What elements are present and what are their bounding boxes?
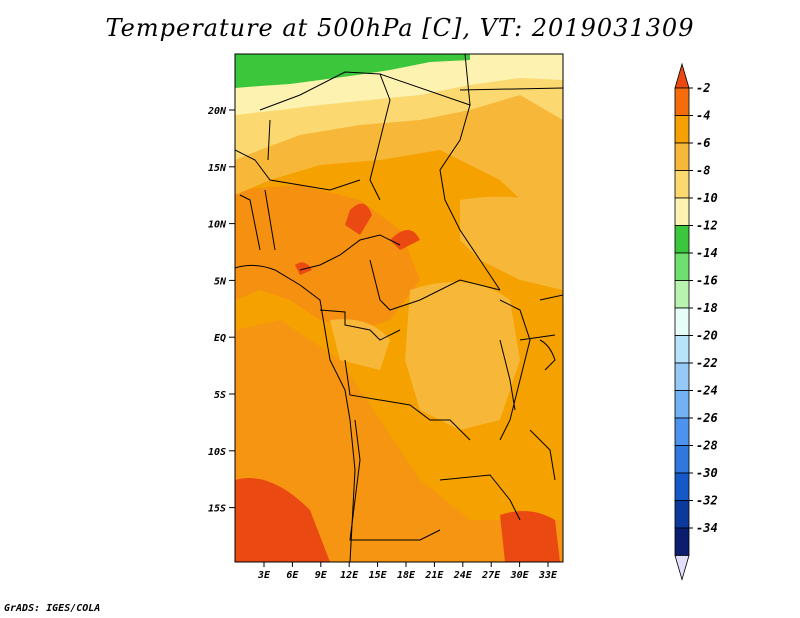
field-warm-core-west — [235, 185, 420, 330]
border-benin — [239, 194, 261, 251]
colorbar-segment — [674, 445, 690, 474]
field-cool-sudan — [460, 196, 563, 290]
lat-label: 5N — [214, 276, 227, 287]
colorbar-segment — [674, 142, 690, 171]
colorbar-label: -28 — [696, 439, 718, 453]
border-zambia — [439, 474, 521, 521]
chart-title: Temperature at 500hPa [C], VT: 201903130… — [105, 14, 695, 42]
lon-label: 24E — [453, 570, 473, 581]
country-borders — [235, 54, 563, 562]
colorbar-label: -4 — [696, 109, 710, 123]
colorbar-label: -32 — [696, 494, 718, 508]
lake-tanganyika — [499, 339, 516, 411]
lake-victoria — [539, 339, 556, 371]
colorbar-segment — [674, 527, 690, 556]
coastline-west — [235, 264, 356, 562]
field-hot-southeast — [500, 511, 560, 562]
field-hot-patch-1 — [345, 203, 372, 235]
border-car — [369, 259, 501, 311]
border-egypt — [459, 87, 563, 91]
lon-label: 9E — [315, 570, 328, 581]
colorbar-label: -34 — [696, 521, 718, 535]
colorbar-label: -24 — [696, 384, 718, 398]
border-cameroon-north — [299, 234, 401, 271]
lon-label: 3E — [257, 570, 271, 581]
colorbar-label: -26 — [696, 411, 718, 425]
border-gabon-congo — [319, 309, 401, 341]
colorbar-label: -20 — [696, 329, 718, 343]
border-uganda — [519, 334, 556, 341]
colorbar-segment — [674, 225, 690, 254]
lon-label: 15E — [369, 570, 388, 581]
colorbar: -2 -4 -6 -8 -10 -12 -14 -16 -18 -20 -22 -24 -26 -28 -3… — [674, 62, 718, 581]
lat-label: 20N — [207, 106, 227, 117]
colorbar-segment — [674, 390, 690, 419]
lat-label: 15N — [208, 163, 227, 174]
field-warm-south — [235, 320, 563, 562]
map-frame — [234, 53, 564, 563]
latitude-axis: 20N 15N 10N 5N EQ 5S 10S 15S — [207, 106, 235, 515]
temperature-field — [235, 54, 563, 562]
colorbar-segment — [674, 307, 690, 336]
border-chad-sudan — [439, 104, 501, 291]
grads-credit: GrADS: IGES/COLA — [4, 603, 101, 614]
lat-label: 15S — [208, 504, 226, 515]
colorbar-segment — [674, 362, 690, 391]
lat-label: 10S — [208, 447, 226, 458]
field-cool-congo — [405, 282, 520, 430]
colorbar-label: -6 — [696, 136, 710, 150]
colorbar-bottom-arrow — [674, 555, 690, 581]
colorbar-label: -30 — [696, 466, 718, 480]
colorbar-segment — [674, 87, 690, 116]
colorbar-segment — [674, 335, 690, 364]
colorbar-segment — [674, 115, 690, 144]
lon-label: 30E — [510, 570, 530, 581]
colorbar-label: -18 — [696, 301, 718, 315]
colorbar-segment — [674, 170, 690, 199]
colorbar-segment — [674, 252, 690, 281]
border-sudan-ethiopia — [539, 294, 563, 301]
colorbar-label: -12 — [696, 219, 718, 233]
colorbar-label: -14 — [696, 246, 718, 260]
longitude-axis: 3E 6E 9E 12E 15E 18E 21E 24E 27E 30E 33E — [257, 562, 558, 581]
colorbar-label: -8 — [696, 164, 710, 178]
border-togo — [264, 189, 276, 251]
field-north-band-14 — [235, 54, 470, 88]
lon-label: 18E — [397, 570, 416, 581]
border-niger-chad — [369, 73, 391, 201]
border-drc-angola — [344, 359, 471, 441]
lat-label: 10N — [208, 220, 227, 231]
colorbar-top-arrow — [674, 62, 690, 89]
colorbar-segment — [674, 472, 690, 501]
colorbar-label: -10 — [696, 191, 718, 205]
colorbar-label: -22 — [696, 356, 718, 370]
lon-label: 12E — [340, 570, 359, 581]
lon-label: 27E — [481, 570, 501, 581]
border-malawi — [529, 429, 556, 481]
field-hot-southwest — [235, 478, 330, 562]
border-mali — [267, 119, 271, 161]
lon-label: 33E — [538, 570, 558, 581]
colorbar-segment — [674, 280, 690, 309]
field-cool-gabon — [330, 319, 390, 370]
colorbar-segment — [674, 500, 690, 529]
field-hot-patch-2 — [390, 230, 420, 250]
border-drc-east — [499, 299, 531, 441]
border-sahara — [259, 54, 471, 111]
colorbar-label: -2 — [696, 81, 710, 95]
lon-label: 21E — [424, 570, 444, 581]
lat-label: 5S — [214, 390, 226, 401]
lon-label: 6E — [286, 570, 299, 581]
colorbar-segment — [674, 417, 690, 446]
border-niger-nigeria — [235, 149, 361, 191]
colorbar-label: -16 — [696, 274, 718, 288]
border-angola-namibia — [349, 419, 441, 541]
lat-label: EQ — [214, 333, 226, 344]
colorbar-segment — [674, 197, 690, 226]
